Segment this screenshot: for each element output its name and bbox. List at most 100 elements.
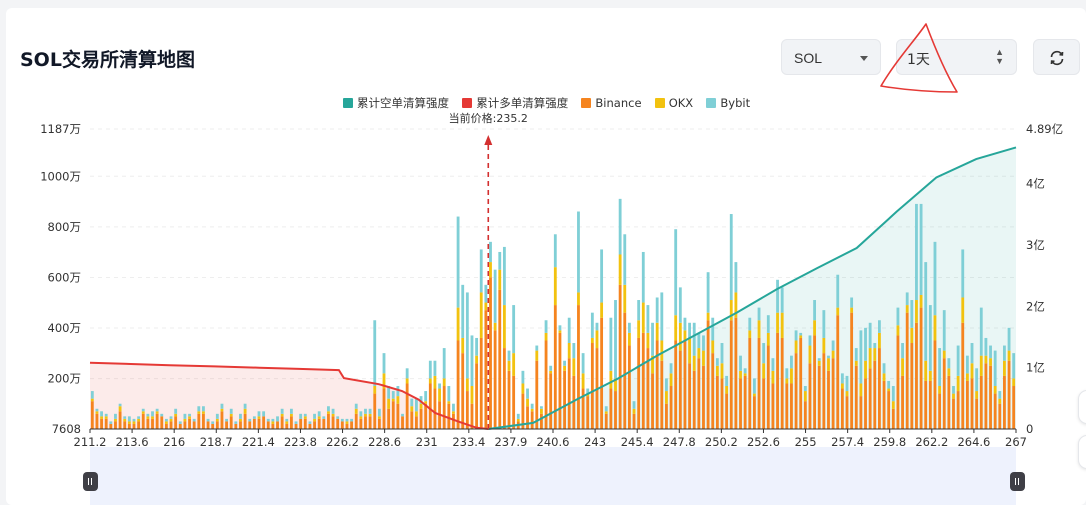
bar-binance [433, 388, 437, 429]
bar-bybit [109, 421, 113, 424]
period-value: 1天 [907, 52, 930, 68]
bar-bybit [248, 418, 252, 422]
bar-binance [114, 421, 117, 429]
bar-okx [743, 373, 747, 376]
bar-bybit [331, 408, 335, 414]
bar-okx [415, 411, 418, 417]
bar-okx [859, 383, 863, 397]
bar-bybit [748, 317, 752, 331]
bar-binance [975, 398, 979, 429]
bar-bybit [993, 350, 997, 387]
bar-okx [146, 416, 150, 419]
bar-binance [1007, 360, 1011, 429]
bar-okx [618, 254, 622, 285]
bar-binance [192, 421, 196, 429]
bar-binance [178, 423, 182, 429]
bar-bybit [317, 411, 321, 417]
symbol-select[interactable]: SOL [781, 39, 881, 75]
bar-binance [257, 418, 261, 429]
bar-bybit [271, 418, 275, 422]
bar-bybit [952, 386, 955, 394]
bar-bybit [123, 416, 127, 419]
bar-binance [202, 413, 205, 429]
bar-okx [715, 365, 719, 376]
bar-okx [947, 368, 951, 376]
bar-bybit [785, 368, 789, 379]
bar-bybit [424, 391, 428, 402]
bar-bybit [989, 345, 992, 359]
legend-item[interactable]: Bybit [706, 96, 750, 110]
bar-bybit [919, 203, 923, 295]
bar-bybit [600, 249, 604, 303]
bar-okx [405, 378, 409, 384]
bar-binance [322, 418, 326, 429]
bar-binance [336, 418, 340, 429]
bar-okx [359, 416, 363, 419]
legend-item[interactable]: 累计空单清算强度 [343, 95, 449, 111]
bar-binance [280, 416, 284, 429]
bar-bybit [229, 408, 233, 414]
bar-bybit [558, 325, 562, 331]
bar-bybit [901, 343, 904, 359]
slider-left-handle[interactable] [83, 472, 98, 491]
bar-okx [993, 386, 997, 394]
bar-bybit [702, 335, 705, 351]
symbol-value: SOL [794, 50, 823, 66]
legend-item[interactable]: OKX [654, 96, 693, 110]
x-tick-label: 216 [163, 435, 185, 449]
bar-bybit [188, 413, 191, 417]
bar-binance [637, 337, 641, 429]
bar-bybit [632, 401, 636, 409]
bar-bybit [563, 360, 566, 366]
page-title: SOL交易所清算地图 [20, 49, 195, 71]
bar-okx [377, 416, 381, 419]
bar-okx [577, 292, 580, 306]
bar-binance [151, 418, 154, 429]
bar-okx [614, 378, 617, 392]
bar-bybit [100, 411, 103, 417]
legend-label: Bybit [720, 96, 751, 110]
long-cumulative-line [89, 361, 489, 430]
bar-bybit [262, 411, 266, 417]
slider-right-handle[interactable] [1010, 472, 1025, 491]
bar-okx [674, 315, 678, 341]
bar-okx [942, 350, 946, 359]
bar-bybit [169, 416, 173, 419]
period-select[interactable]: 1天 ▲ ▼ [896, 39, 1017, 75]
bar-okx [785, 378, 789, 384]
bar-binance [854, 365, 858, 429]
bar-bybit [776, 279, 779, 313]
bar-binance [313, 421, 316, 429]
bar-bybit [114, 413, 117, 419]
legend-item[interactable]: Binance [581, 96, 642, 110]
bar-bybit [410, 398, 414, 407]
x-tick-label: 267 [1005, 435, 1027, 449]
bar-binance [377, 418, 381, 429]
bar-binance [183, 421, 187, 429]
bar-okx [655, 322, 659, 341]
current-price-annotation: 当前价格:235.2 [449, 111, 528, 429]
bar-binance [669, 386, 673, 429]
refresh-button[interactable] [1033, 39, 1080, 75]
bar-binance [790, 383, 793, 429]
bar-okx [419, 403, 423, 409]
bar-binance [785, 383, 789, 429]
bar-bybit [905, 292, 909, 306]
bar-binance [979, 375, 983, 429]
side-tab-button[interactable] [1078, 435, 1086, 469]
bar-bybit [442, 348, 446, 379]
side-tab-button[interactable] [1078, 390, 1086, 424]
bar-okx [702, 350, 705, 366]
bar-binance [354, 413, 358, 429]
legend-item[interactable]: 累计多单清算强度 [462, 95, 568, 111]
bar-binance [567, 358, 571, 429]
bar-bybit [752, 378, 756, 394]
bar-binance [947, 375, 951, 429]
bar-binance [998, 403, 1002, 429]
bar-okx [549, 370, 553, 374]
bar-okx [734, 292, 738, 318]
bar-okx [558, 330, 562, 333]
bar-binance [391, 401, 395, 429]
bar-okx [141, 411, 145, 414]
bar-bybit [970, 343, 974, 364]
